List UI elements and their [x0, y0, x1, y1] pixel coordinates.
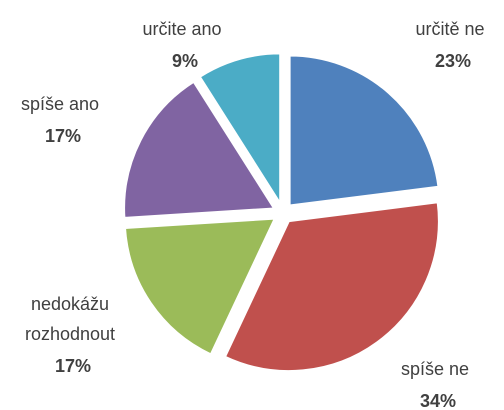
pie-slice	[123, 217, 277, 356]
value-label: 23%	[435, 51, 471, 71]
value-label: 9%	[172, 51, 198, 71]
category-label: spíše ano	[21, 94, 99, 114]
value-label: 17%	[45, 126, 81, 146]
category-label: určite ano	[142, 19, 221, 39]
category-label: určitě ne	[415, 19, 484, 39]
value-label: 17%	[55, 356, 91, 376]
category-label: spíše ne	[401, 359, 469, 379]
category-label: nedokážu rozhodnout	[25, 294, 115, 344]
pie-slice	[198, 52, 282, 207]
pie-slice	[123, 80, 276, 219]
pie-slice	[288, 54, 440, 207]
value-label: 34%	[420, 391, 456, 410]
pie-slice	[223, 201, 440, 373]
